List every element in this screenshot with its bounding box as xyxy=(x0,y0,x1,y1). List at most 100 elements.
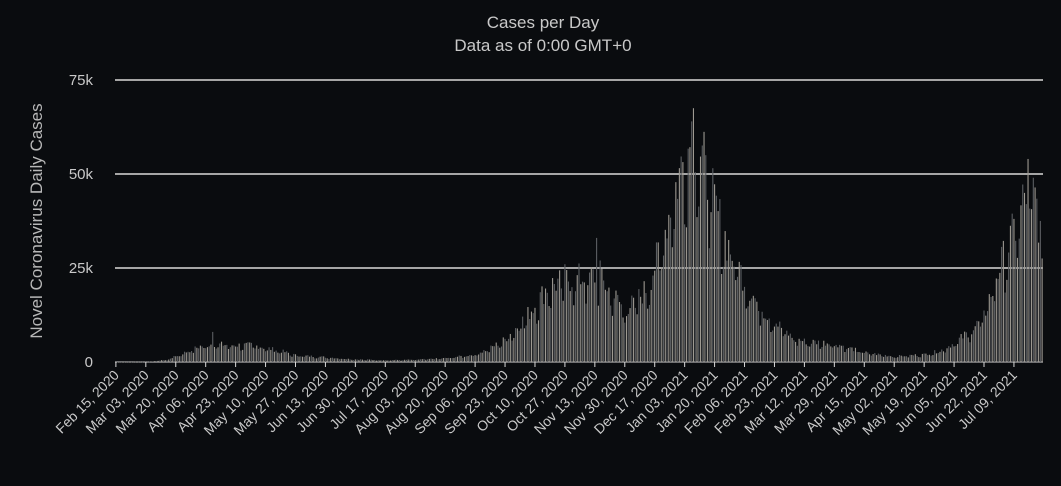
bar xyxy=(942,351,945,362)
bar xyxy=(154,361,156,362)
bar xyxy=(780,327,783,362)
bar xyxy=(648,304,650,362)
bar xyxy=(925,353,927,362)
bar xyxy=(823,340,825,362)
bar xyxy=(768,318,770,362)
bar xyxy=(365,360,367,362)
bar xyxy=(714,184,716,362)
bar xyxy=(212,331,214,362)
bar xyxy=(328,358,330,362)
bar xyxy=(268,347,270,362)
bar xyxy=(608,287,610,362)
bar xyxy=(703,131,705,362)
bar xyxy=(333,358,335,362)
bar xyxy=(400,360,402,362)
bar xyxy=(407,359,409,362)
bar xyxy=(139,361,142,363)
bar xyxy=(266,350,268,362)
bar xyxy=(824,345,827,362)
bar xyxy=(1016,257,1019,362)
bar xyxy=(879,354,881,362)
bar xyxy=(856,351,858,362)
bar xyxy=(509,333,511,362)
bar xyxy=(754,298,756,362)
bar xyxy=(578,263,580,362)
bar xyxy=(324,357,326,362)
bar xyxy=(346,359,348,362)
bar xyxy=(249,342,251,362)
bar xyxy=(208,346,210,362)
bar xyxy=(351,359,353,362)
bar xyxy=(692,108,694,362)
bar xyxy=(923,353,925,362)
bar xyxy=(360,359,362,362)
bar xyxy=(601,268,603,362)
bar xyxy=(791,337,793,362)
bar xyxy=(546,292,548,362)
bar xyxy=(913,355,915,362)
bar xyxy=(530,311,532,362)
bar xyxy=(897,357,899,362)
bar xyxy=(353,360,355,362)
bar xyxy=(460,355,462,362)
bar xyxy=(749,300,751,362)
bar xyxy=(833,346,835,362)
bar xyxy=(1025,204,1027,362)
bar xyxy=(189,352,191,362)
bar xyxy=(256,345,258,362)
bar xyxy=(342,358,344,362)
bar xyxy=(677,198,679,362)
bar xyxy=(611,315,613,362)
bar xyxy=(220,341,223,362)
bar xyxy=(176,356,179,362)
bar xyxy=(745,308,747,362)
bar xyxy=(978,321,980,362)
bar xyxy=(758,310,760,362)
bar xyxy=(849,347,851,362)
bar xyxy=(830,346,832,362)
bar xyxy=(502,337,504,362)
y-tick-label: 25k xyxy=(69,260,94,277)
bar xyxy=(795,341,797,362)
bar xyxy=(527,307,529,362)
bar xyxy=(1008,252,1010,362)
bar xyxy=(587,285,589,362)
bar xyxy=(918,357,920,362)
bar xyxy=(916,355,918,362)
bar xyxy=(837,347,839,362)
bar xyxy=(516,328,518,362)
bar xyxy=(777,326,779,362)
bar xyxy=(367,359,369,362)
bar xyxy=(472,355,474,362)
bar xyxy=(670,217,672,362)
bar xyxy=(215,348,217,362)
bar xyxy=(853,351,855,362)
bar xyxy=(474,355,476,362)
bar xyxy=(962,338,964,362)
bar xyxy=(939,351,941,362)
bar xyxy=(877,353,879,362)
bar xyxy=(233,345,235,362)
bar xyxy=(988,294,990,362)
bar xyxy=(617,294,619,362)
bar xyxy=(571,287,573,362)
bar xyxy=(361,359,363,362)
bar xyxy=(596,237,598,362)
bar xyxy=(814,340,816,362)
bar xyxy=(437,359,439,362)
bar xyxy=(261,347,263,362)
bar xyxy=(631,295,633,362)
bar xyxy=(300,356,302,362)
bar xyxy=(543,304,545,362)
bar xyxy=(171,358,173,362)
bar xyxy=(800,340,802,362)
bar xyxy=(937,353,939,362)
bar xyxy=(930,355,932,362)
bar xyxy=(710,212,712,362)
bar xyxy=(122,361,124,363)
bar xyxy=(664,229,666,362)
y-tick-label: 75k xyxy=(69,72,94,89)
bar xyxy=(680,156,682,362)
bar xyxy=(405,359,407,362)
bar xyxy=(296,355,298,362)
